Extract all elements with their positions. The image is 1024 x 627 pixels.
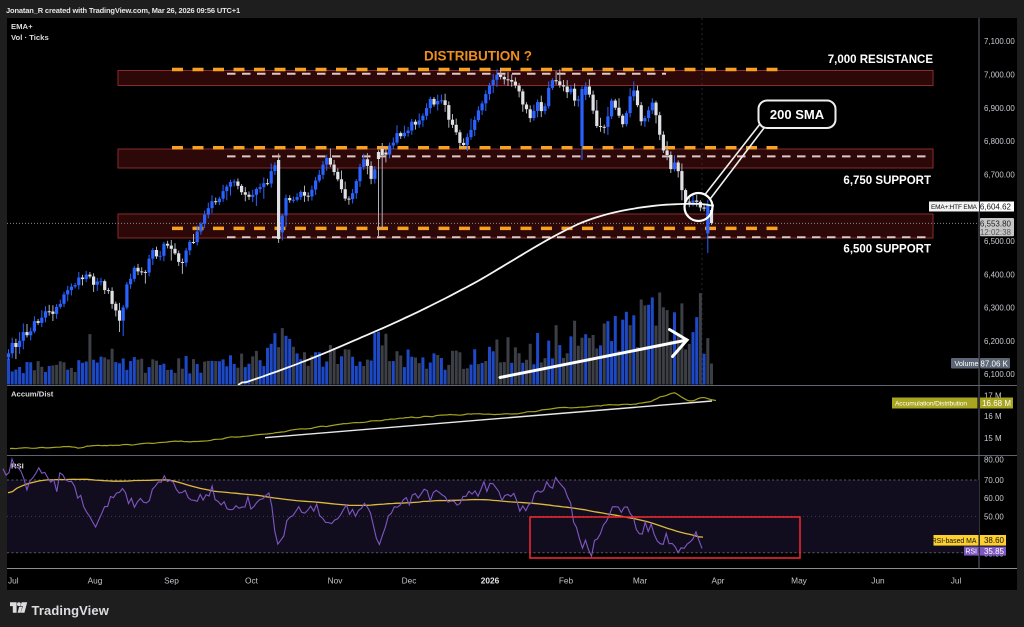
svg-text:6,900.00: 6,900.00 (984, 104, 1015, 113)
svg-text:35.85: 35.85 (984, 547, 1005, 556)
svg-text:6,100.00: 6,100.00 (984, 370, 1015, 379)
svg-text:16 M: 16 M (984, 412, 1002, 421)
svg-text:RSI: RSI (965, 549, 977, 556)
svg-text:2026: 2026 (481, 576, 500, 586)
svg-text:70.00: 70.00 (984, 476, 1004, 485)
svg-text:7,100.00: 7,100.00 (984, 37, 1015, 46)
svg-text:6,400.00: 6,400.00 (984, 270, 1015, 279)
svg-text:Mar: Mar (633, 576, 648, 586)
svg-text:Nov: Nov (328, 576, 344, 586)
svg-text:6,750 SUPPORT: 6,750 SUPPORT (843, 175, 931, 187)
svg-text:Jul: Jul (951, 576, 962, 586)
svg-text:Jul: Jul (8, 576, 19, 586)
svg-text:RSI-based MA: RSI-based MA (932, 538, 977, 545)
svg-text:RSI: RSI (11, 462, 24, 471)
svg-text:7,000 RESISTANCE: 7,000 RESISTANCE (828, 54, 934, 66)
svg-text:6,300.00: 6,300.00 (984, 304, 1015, 313)
svg-text:6,800.00: 6,800.00 (984, 137, 1015, 146)
svg-text:Apr: Apr (712, 576, 725, 586)
svg-text:6,500.00: 6,500.00 (984, 237, 1015, 246)
svg-text:Accumulation/Distribution: Accumulation/Distribution (895, 401, 967, 408)
svg-text:EMA+: EMA+ (11, 22, 33, 31)
svg-text:Feb: Feb (559, 576, 574, 586)
svg-text:7,000.00: 7,000.00 (984, 71, 1015, 80)
svg-text:6,700.00: 6,700.00 (984, 170, 1015, 179)
svg-text:6,604.62: 6,604.62 (980, 202, 1012, 211)
svg-text:Sep: Sep (164, 576, 179, 586)
svg-text:50.00: 50.00 (984, 513, 1004, 522)
svg-text:Jonatan_R created with Trading: Jonatan_R created with TradingView.com, … (6, 6, 240, 15)
svg-text:200 SMA: 200 SMA (770, 107, 825, 122)
svg-text:80.00: 80.00 (984, 456, 1004, 465)
svg-text:TradingView: TradingView (32, 603, 110, 618)
svg-text:EMA+:HTF EMA: EMA+:HTF EMA (931, 204, 978, 211)
svg-text:60.00: 60.00 (984, 494, 1004, 503)
svg-text:Vol · Ticks: Vol · Ticks (11, 33, 49, 42)
svg-text:May: May (791, 576, 808, 586)
svg-text:Aug: Aug (88, 576, 103, 586)
svg-text:15 M: 15 M (984, 434, 1002, 443)
svg-text:Accum/Dist: Accum/Dist (11, 390, 54, 399)
svg-text:17 M: 17 M (984, 392, 1002, 401)
svg-text:DISTRIBUTION ?: DISTRIBUTION ? (424, 49, 532, 64)
svg-text:12:02:38: 12:02:38 (980, 228, 1012, 237)
svg-text:Volume: Volume (955, 359, 979, 368)
svg-text:Dec: Dec (402, 576, 417, 586)
svg-text:Jun: Jun (871, 576, 885, 586)
svg-text:87.06 K: 87.06 K (980, 359, 1008, 368)
svg-text:6,553.80: 6,553.80 (980, 219, 1012, 228)
svg-text:6,500 SUPPORT: 6,500 SUPPORT (843, 244, 931, 256)
svg-text:6,200.00: 6,200.00 (984, 337, 1015, 346)
svg-text:Oct: Oct (245, 576, 259, 586)
svg-text:38.60: 38.60 (984, 536, 1005, 545)
svg-text:16.68 M: 16.68 M (982, 399, 1011, 408)
